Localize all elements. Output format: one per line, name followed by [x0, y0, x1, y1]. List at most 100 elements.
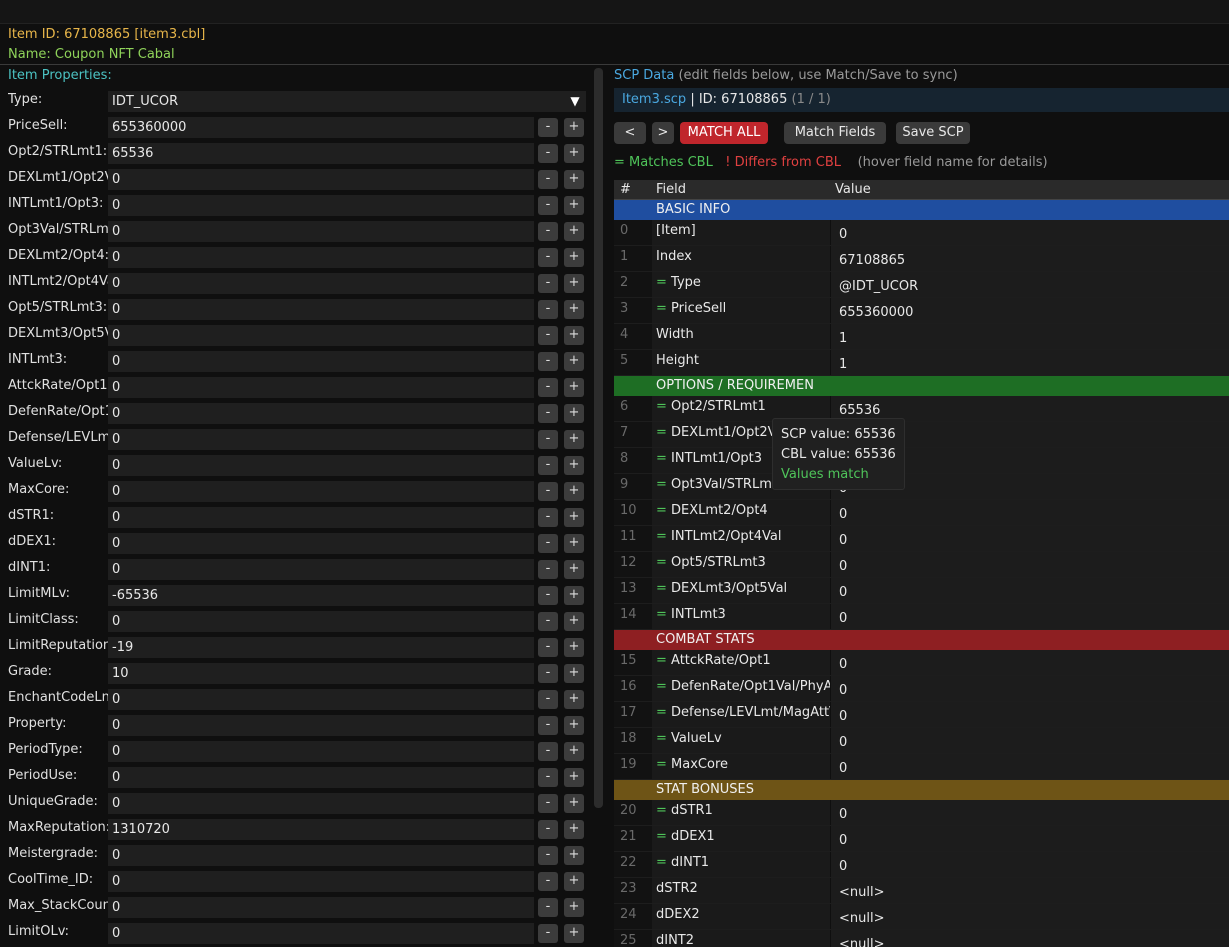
decrement-button[interactable]: -: [538, 326, 558, 345]
field-name[interactable]: = PriceSell: [652, 298, 830, 323]
match-fields-button[interactable]: Match Fields: [784, 122, 886, 144]
property-input[interactable]: 0: [108, 221, 534, 242]
decrement-button[interactable]: -: [538, 534, 558, 553]
field-value-input[interactable]: 0: [831, 526, 1229, 551]
property-input[interactable]: 0: [108, 611, 534, 632]
property-input[interactable]: 0: [108, 715, 534, 736]
field-value-input[interactable]: @IDT_UCOR: [831, 272, 1229, 297]
field-value-input[interactable]: 0: [831, 852, 1229, 877]
field-name[interactable]: Height: [652, 350, 830, 375]
field-name[interactable]: dDEX2: [652, 904, 830, 929]
property-input[interactable]: 0: [108, 507, 534, 528]
property-input[interactable]: 1310720: [108, 819, 534, 840]
property-input[interactable]: 0: [108, 429, 534, 450]
property-input[interactable]: 0: [108, 741, 534, 762]
next-button[interactable]: >: [652, 122, 674, 144]
property-input[interactable]: 0: [108, 481, 534, 502]
increment-button[interactable]: +: [564, 846, 584, 865]
field-value-input[interactable]: 0: [831, 800, 1229, 825]
decrement-button[interactable]: -: [538, 924, 558, 943]
field-value-input[interactable]: 65536: [831, 396, 1229, 421]
field-name[interactable]: dSTR2: [652, 878, 830, 903]
field-value-input[interactable]: 0: [831, 220, 1229, 245]
field-value-input[interactable]: 655360000: [831, 298, 1229, 323]
decrement-button[interactable]: -: [538, 352, 558, 371]
property-select[interactable]: IDT_UCOR: [108, 91, 586, 112]
field-value-input[interactable]: 0: [831, 754, 1229, 779]
increment-button[interactable]: +: [564, 924, 584, 943]
field-value-input[interactable]: 0: [831, 604, 1229, 629]
field-name[interactable]: dINT2: [652, 930, 830, 947]
property-input[interactable]: 0: [108, 377, 534, 398]
decrement-button[interactable]: -: [538, 456, 558, 475]
property-input[interactable]: 655360000: [108, 117, 534, 138]
field-value-input[interactable]: 0: [831, 702, 1229, 727]
field-name[interactable]: = Defense/LEVLmt/MagAttVal: [652, 702, 830, 727]
property-input[interactable]: 0: [108, 559, 534, 580]
property-input[interactable]: 65536: [108, 143, 534, 164]
property-input[interactable]: 0: [108, 403, 534, 424]
field-value-input[interactable]: 0: [831, 728, 1229, 753]
field-name[interactable]: = MaxCore: [652, 754, 830, 779]
field-name[interactable]: = INTLmt3: [652, 604, 830, 629]
increment-button[interactable]: +: [564, 274, 584, 293]
increment-button[interactable]: +: [564, 456, 584, 475]
field-name[interactable]: = Opt2/STRLmt1: [652, 396, 830, 421]
property-input[interactable]: 0: [108, 923, 534, 944]
increment-button[interactable]: +: [564, 222, 584, 241]
decrement-button[interactable]: -: [538, 898, 558, 917]
increment-button[interactable]: +: [564, 404, 584, 423]
increment-button[interactable]: +: [564, 144, 584, 163]
decrement-button[interactable]: -: [538, 274, 558, 293]
decrement-button[interactable]: -: [538, 664, 558, 683]
property-input[interactable]: 0: [108, 533, 534, 554]
property-input[interactable]: 0: [108, 871, 534, 892]
increment-button[interactable]: +: [564, 326, 584, 345]
increment-button[interactable]: +: [564, 560, 584, 579]
field-name[interactable]: [Item]: [652, 220, 830, 245]
increment-button[interactable]: +: [564, 430, 584, 449]
increment-button[interactable]: +: [564, 508, 584, 527]
field-value-input[interactable]: 0: [831, 500, 1229, 525]
increment-button[interactable]: +: [564, 794, 584, 813]
field-name[interactable]: = dDEX1: [652, 826, 830, 851]
field-name[interactable]: = ValueLv: [652, 728, 830, 753]
field-value-input[interactable]: 0: [831, 676, 1229, 701]
property-input[interactable]: 0: [108, 247, 534, 268]
increment-button[interactable]: +: [564, 534, 584, 553]
decrement-button[interactable]: -: [538, 170, 558, 189]
increment-button[interactable]: +: [564, 586, 584, 605]
field-name[interactable]: = dSTR1: [652, 800, 830, 825]
decrement-button[interactable]: -: [538, 248, 558, 267]
decrement-button[interactable]: -: [538, 482, 558, 501]
decrement-button[interactable]: -: [538, 742, 558, 761]
property-input[interactable]: 0: [108, 325, 534, 346]
decrement-button[interactable]: -: [538, 846, 558, 865]
properties-scrollbar[interactable]: [594, 68, 603, 808]
property-input[interactable]: 0: [108, 793, 534, 814]
property-input[interactable]: 0: [108, 299, 534, 320]
property-input[interactable]: 0: [108, 169, 534, 190]
field-name[interactable]: Index: [652, 246, 830, 271]
property-input[interactable]: -65536: [108, 585, 534, 606]
field-name[interactable]: = DEXLmt3/Opt5Val: [652, 578, 830, 603]
field-value-input[interactable]: 0: [831, 826, 1229, 851]
field-value-input[interactable]: <null>: [831, 904, 1229, 929]
property-input[interactable]: 0: [108, 689, 534, 710]
increment-button[interactable]: +: [564, 638, 584, 657]
increment-button[interactable]: +: [564, 716, 584, 735]
field-name[interactable]: = AttckRate/Opt1: [652, 650, 830, 675]
field-name[interactable]: Width: [652, 324, 830, 349]
increment-button[interactable]: +: [564, 872, 584, 891]
field-value-input[interactable]: 1: [831, 350, 1229, 375]
decrement-button[interactable]: -: [538, 586, 558, 605]
increment-button[interactable]: +: [564, 378, 584, 397]
decrement-button[interactable]: -: [538, 378, 558, 397]
property-input[interactable]: 10: [108, 663, 534, 684]
property-input[interactable]: 0: [108, 897, 534, 918]
field-value-input[interactable]: 0: [831, 552, 1229, 577]
decrement-button[interactable]: -: [538, 560, 558, 579]
decrement-button[interactable]: -: [538, 690, 558, 709]
increment-button[interactable]: +: [564, 768, 584, 787]
increment-button[interactable]: +: [564, 898, 584, 917]
